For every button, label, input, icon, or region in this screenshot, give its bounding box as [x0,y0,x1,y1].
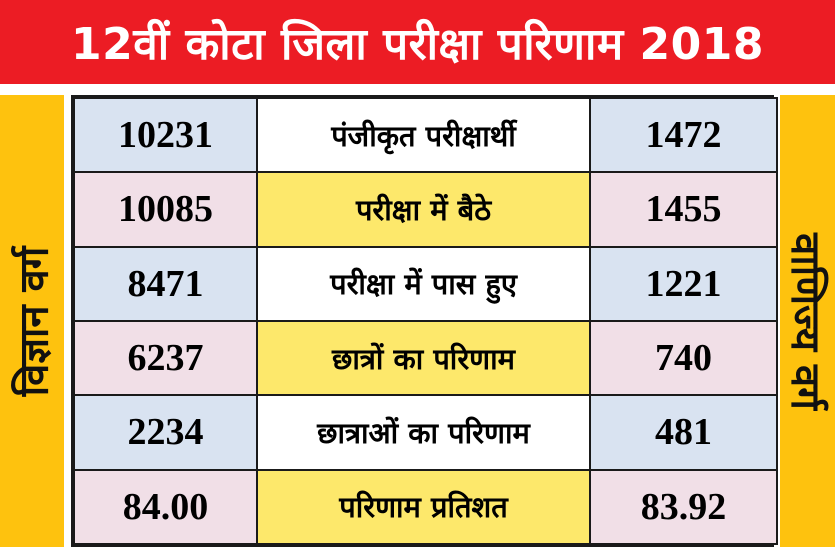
row-label: परीक्षा में बैठे [256,171,591,248]
table-row: 84.00 परिणाम प्रतिशत 83.92 [73,468,778,546]
table-row: 10231 पंजीकृत परीक्षार्थी 1472 [73,96,778,174]
table-row: 6237 छात्रों का परिणाम 740 [73,319,778,397]
commerce-value: 481 [589,394,778,471]
table-row: 8471 परीक्षा में पास हुए 1221 [73,245,778,322]
table-row: 10085 परीक्षा में बैठे 1455 [73,171,778,248]
row-label: परीक्षा में पास हुए [256,245,591,322]
commerce-value: 740 [589,319,778,397]
science-value: 2234 [73,394,258,471]
row-label: पंजीकृत परीक्षार्थी [256,96,591,174]
title-banner: 12वीं कोटा जिला परीक्षा परिणाम 2018 [0,0,835,84]
row-label: परिणाम प्रतिशत [256,468,591,546]
page-title: 12वीं कोटा जिला परीक्षा परिणाम 2018 [71,19,764,70]
table-row: 2234 छात्राओं का परिणाम 481 [73,394,778,471]
science-value: 10231 [73,96,258,174]
results-table: 10231 पंजीकृत परीक्षार्थी 1472 10085 परी… [71,95,778,547]
science-value: 8471 [73,245,258,322]
commerce-label: वाणिज्य वर्ग [782,232,828,410]
commerce-value: 1455 [589,171,778,248]
commerce-side-bar: वाणिज्य वर्ग [780,95,835,547]
row-label: छात्राओं का परिणाम [256,394,591,471]
commerce-value: 83.92 [589,468,778,546]
commerce-value: 1472 [589,96,778,174]
science-label: विज्ञान वर्ग [11,246,58,396]
science-side-bar: विज्ञान वर्ग [0,95,64,547]
science-value: 10085 [73,171,258,248]
science-value: 6237 [73,319,258,397]
commerce-value: 1221 [589,245,778,322]
science-value: 84.00 [73,468,258,546]
row-label: छात्रों का परिणाम [256,319,591,397]
